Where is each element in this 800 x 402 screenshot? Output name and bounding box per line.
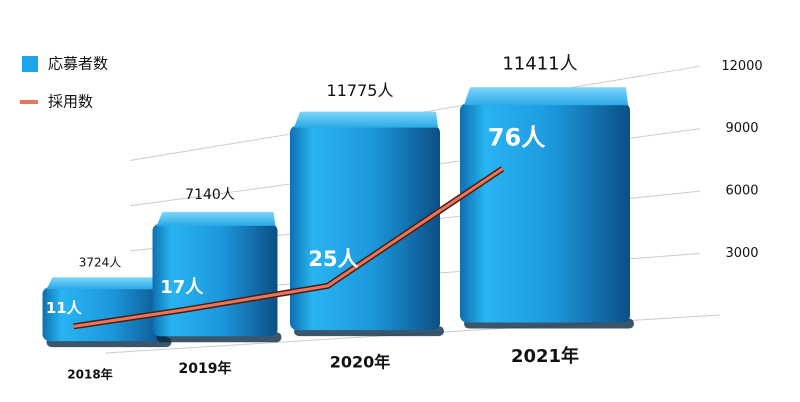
bar-top <box>46 277 166 290</box>
legend-label: 採用数 <box>48 93 93 111</box>
line-value-label: 11人 <box>46 299 83 317</box>
bar-top <box>464 87 628 106</box>
line-value-label: 25人 <box>308 247 358 271</box>
bar-value-label: 7140人 <box>185 187 235 203</box>
x-tick-label: 2019年 <box>179 360 232 377</box>
bar-value-label: 11775人 <box>327 81 394 100</box>
bar <box>460 103 630 323</box>
bar-top <box>294 111 438 128</box>
y-tick-label: 3000 <box>725 246 758 261</box>
legend-label: 応募者数 <box>48 55 108 73</box>
x-tick-label: 2020年 <box>330 353 391 372</box>
line <box>73 167 504 328</box>
x-tick-label: 2021年 <box>511 345 579 367</box>
overlay: 3724人 2018年 7140人 2019年 11775人 2020年 11411人 202… <box>46 53 579 381</box>
line-value-label: 17人 <box>160 277 204 298</box>
y-tick-label: 12000 <box>721 59 762 74</box>
bar-value-label: 11411人 <box>502 53 577 74</box>
y-tick-label: 6000 <box>725 184 758 199</box>
legend-swatch <box>20 100 38 104</box>
bar <box>290 125 440 331</box>
bar <box>42 287 168 342</box>
bars <box>42 87 634 348</box>
bar-top <box>156 211 276 226</box>
y-tick-label: 9000 <box>725 121 758 136</box>
line-value-label: 76人 <box>488 124 545 152</box>
bar-value-label: 3724人 <box>79 256 122 270</box>
x-tick-label: 2018年 <box>67 367 112 382</box>
legend-swatch <box>22 56 38 72</box>
